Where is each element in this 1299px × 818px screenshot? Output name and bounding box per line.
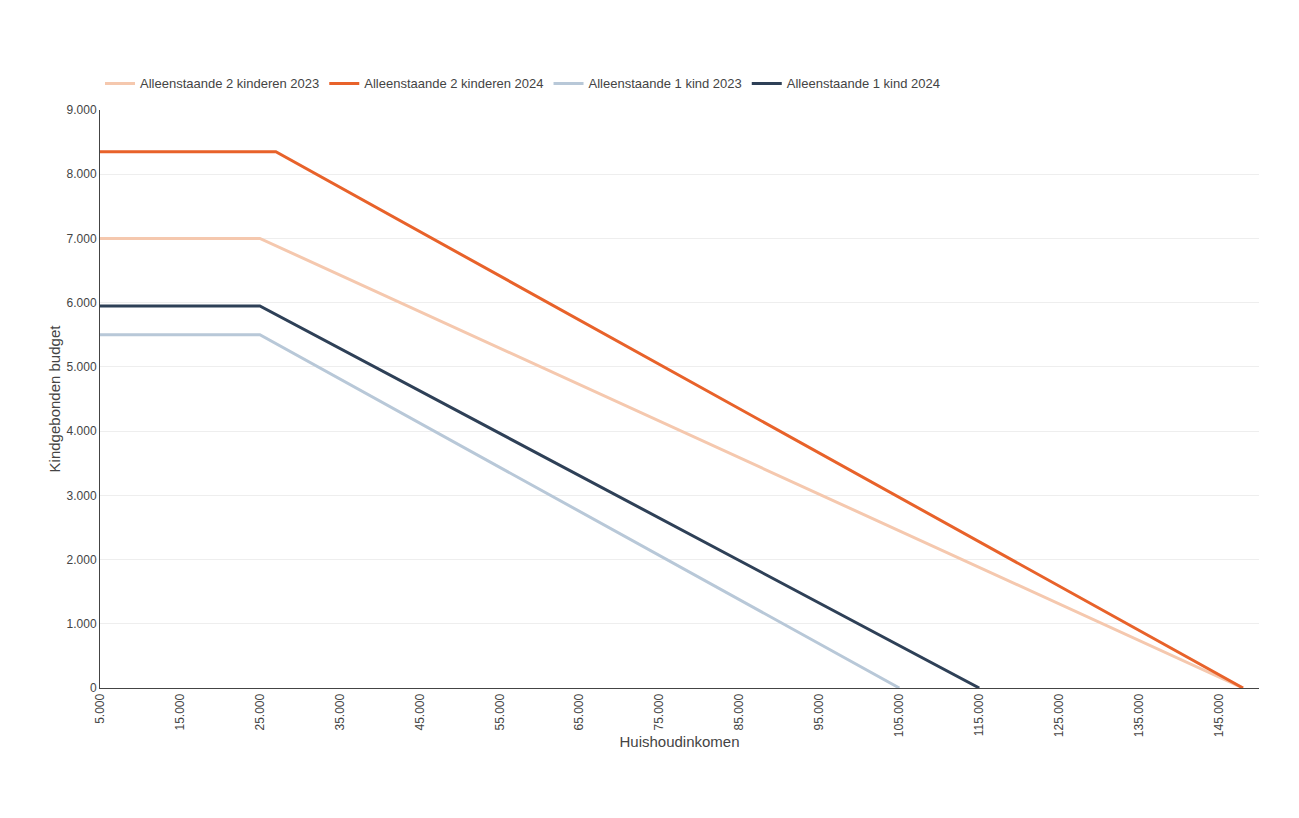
svg-text:85.000: 85.000 (732, 693, 746, 730)
svg-text:Kindgebonden budget: Kindgebonden budget (46, 325, 63, 473)
svg-text:1.000: 1.000 (67, 617, 97, 631)
svg-text:125.000: 125.000 (1052, 693, 1066, 737)
svg-text:115.000: 115.000 (972, 693, 986, 736)
svg-text:15.000: 15.000 (173, 693, 187, 730)
svg-text:Huishoudinkomen: Huishoudinkomen (619, 733, 739, 750)
svg-text:65.000: 65.000 (572, 693, 586, 730)
svg-text:3.000: 3.000 (67, 489, 97, 503)
svg-text:8.000: 8.000 (67, 167, 97, 181)
svg-text:Alleenstaande 1 kind 2024: Alleenstaande 1 kind 2024 (787, 76, 940, 91)
svg-text:2.000: 2.000 (67, 553, 97, 567)
svg-text:135.000: 135.000 (1132, 693, 1146, 737)
svg-text:9.000: 9.000 (67, 103, 97, 117)
svg-text:95.000: 95.000 (812, 693, 826, 730)
svg-text:Alleenstaande 2 kinderen 2023: Alleenstaande 2 kinderen 2023 (140, 76, 319, 91)
svg-text:5.000: 5.000 (67, 360, 97, 374)
svg-text:55.000: 55.000 (493, 693, 507, 730)
svg-text:4.000: 4.000 (67, 424, 97, 438)
svg-text:75.000: 75.000 (652, 693, 666, 730)
svg-text:0: 0 (90, 681, 97, 695)
svg-text:5.000: 5.000 (93, 693, 107, 723)
svg-text:6.000: 6.000 (67, 296, 97, 310)
svg-text:145.000: 145.000 (1212, 693, 1226, 737)
svg-text:45.000: 45.000 (413, 693, 427, 730)
svg-text:Alleenstaande 1 kind 2023: Alleenstaande 1 kind 2023 (589, 76, 742, 91)
svg-text:105.000: 105.000 (892, 693, 906, 737)
svg-text:35.000: 35.000 (333, 693, 347, 730)
svg-text:25.000: 25.000 (253, 693, 267, 730)
svg-text:Alleenstaande 2 kinderen 2024: Alleenstaande 2 kinderen 2024 (364, 76, 543, 91)
svg-text:7.000: 7.000 (67, 232, 97, 246)
